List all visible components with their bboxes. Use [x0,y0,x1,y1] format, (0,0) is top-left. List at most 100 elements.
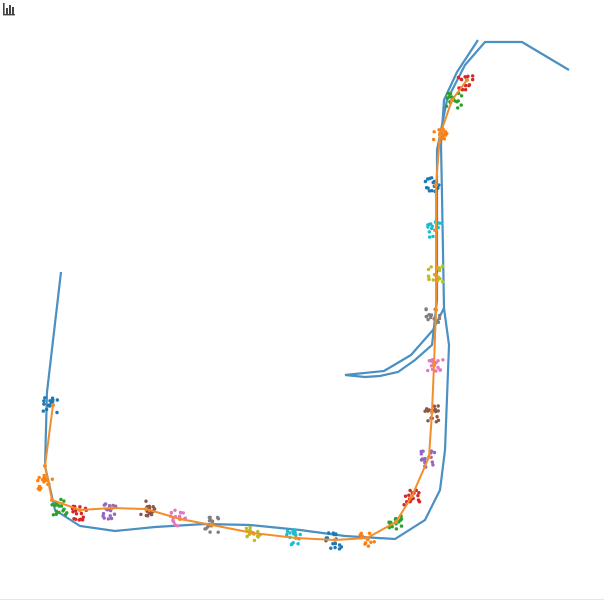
cluster-point [427,277,431,281]
cluster-point [436,225,440,230]
cluster-point [455,100,459,104]
cluster-point [431,278,435,282]
cluster-point [467,83,471,88]
cluster-point [55,398,59,402]
cluster-point [429,315,433,320]
bar-chart-icon-bar-1 [6,8,8,15]
cluster-point [438,277,442,281]
cluster-point [329,546,333,550]
cluster-point [108,514,112,518]
bar-chart-icon-bar-2 [9,5,11,15]
cluster-point [42,402,46,406]
cluster-point [181,511,185,515]
cluster-point [437,128,441,132]
cluster-point [42,480,46,484]
cluster-point [152,507,157,511]
cluster-point [208,515,212,520]
cluster-point [432,404,436,408]
cluster-point [431,137,436,142]
route-node [50,498,54,502]
cluster-point [296,542,300,546]
route-node [450,98,454,102]
cluster-point [285,532,289,537]
cluster-point [427,222,432,226]
cluster-point [59,497,63,502]
cluster-point [426,419,430,423]
route-node [43,464,47,468]
cluster-point [79,511,84,516]
bar-chart-icon-frame [3,3,5,15]
cluster-point [256,535,260,539]
cluster-point [407,493,411,497]
cluster-point [102,503,107,507]
route-node [394,520,398,524]
cluster-point [417,491,421,495]
cluster-point [426,274,431,278]
route-node [427,455,431,459]
cluster-point [327,531,331,535]
route-node-markers [43,78,469,542]
cluster-point [423,179,428,184]
cluster-point [459,77,463,82]
bar-chart-icon-bar-3 [12,7,14,15]
cluster-point [456,106,460,110]
cluster-point [436,359,440,363]
cluster-point [423,409,427,413]
cluster-point [331,542,335,546]
cluster-point [206,525,210,529]
route-node [430,410,434,414]
cluster-point [436,365,440,370]
cluster-point [433,407,437,411]
route-node [78,508,82,512]
cluster-point [78,517,83,521]
cluster-point [440,280,445,284]
cluster-point [207,519,212,523]
route-node [210,523,214,527]
cluster-point [293,530,297,535]
cluster-point [437,183,441,187]
route-node [434,308,438,312]
cluster-point [426,317,430,322]
cluster-point [429,265,433,269]
cluster-point [471,77,475,82]
cluster-point [50,503,54,507]
cluster-point [443,132,447,136]
cluster-point [61,509,65,513]
cluster-point [426,186,430,190]
cluster-point [179,511,183,515]
cluster-point [428,176,432,181]
cluster-point [43,396,47,400]
cluster-point [55,410,59,415]
cluster-point [403,494,408,498]
cluster-point [172,520,176,524]
cluster-point [51,513,56,517]
cluster-point [430,189,434,193]
route-node [51,403,55,407]
cluster-point [456,75,461,80]
cluster-point [437,266,441,271]
cluster-point [416,493,420,498]
cluster-point [112,512,117,516]
cluster-point [426,368,430,373]
cluster-point [74,509,78,513]
cluster-point [432,179,436,184]
cluster-point [394,527,399,531]
cluster-point [333,541,338,546]
cluster-point [248,528,252,533]
cluster-point [65,511,69,515]
cluster-point [434,420,438,424]
cluster-point [109,516,114,521]
bar-chart-icon[interactable] [2,2,16,16]
cluster-point [146,514,150,518]
cluster-point [216,530,220,534]
route-node [294,536,298,540]
cluster-point [57,510,61,515]
cluster-point [337,543,342,547]
cluster-point [459,103,463,107]
cluster-point [367,531,372,535]
cluster-point [427,313,431,317]
cluster-point [169,510,174,515]
cluster-point [359,531,363,535]
